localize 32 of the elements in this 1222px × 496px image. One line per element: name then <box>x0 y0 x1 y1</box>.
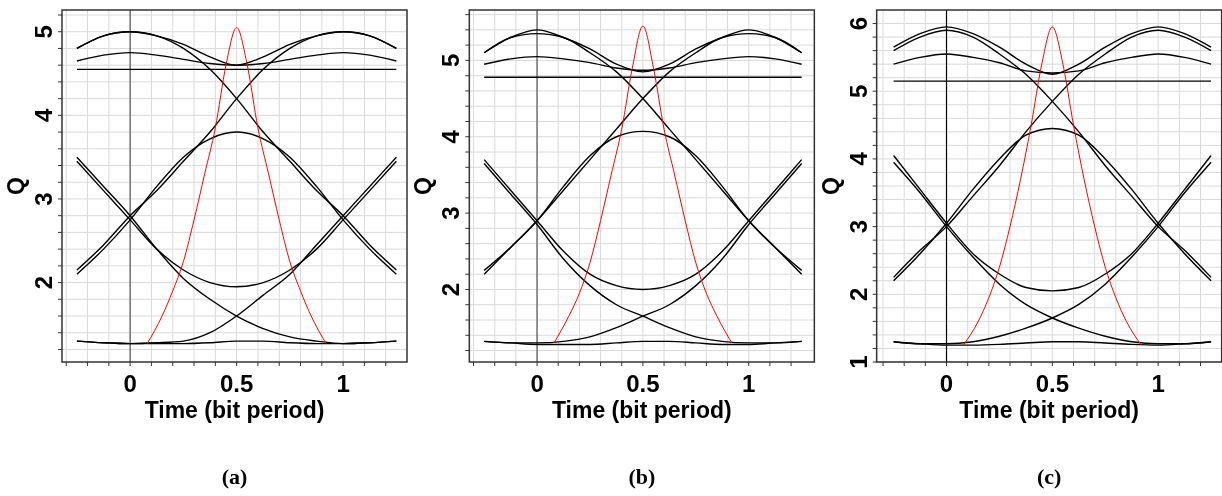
y-tick-label: 3 <box>844 219 872 234</box>
y-tick-label: 5 <box>844 84 872 98</box>
y-tick-label: 6 <box>844 16 872 31</box>
y-tick-label: 5 <box>437 53 465 68</box>
x-tick-label: 0 <box>530 370 544 397</box>
y-tick-label: 4 <box>844 151 872 166</box>
x-axis-title: Time (bit period) <box>144 397 325 423</box>
x-tick-label: 0 <box>939 370 954 397</box>
y-tick-label: 5 <box>30 25 57 39</box>
y-tick-label: 4 <box>437 129 465 144</box>
text: (b) <box>628 464 656 489</box>
x-tick-label: 1 <box>336 370 350 397</box>
x-tick-label: 1 <box>742 370 756 397</box>
y-tick-label: 2 <box>30 275 57 290</box>
y-tick-label: 3 <box>30 192 57 206</box>
y-axis-title: Q <box>3 177 29 195</box>
x-tick-label: 0.5 <box>1035 370 1070 397</box>
text: (c) <box>1036 464 1062 489</box>
y-tick-label: 3 <box>437 206 465 220</box>
x-tick-label: 0.5 <box>626 370 660 397</box>
y-tick-label: 1 <box>844 355 872 369</box>
text: (a) <box>221 464 248 489</box>
y-tick-label: 2 <box>844 287 872 301</box>
x-tick-label: 0.5 <box>219 370 254 397</box>
y-axis-title: Q <box>410 177 437 195</box>
x-tick-label: 0 <box>123 370 137 397</box>
y-tick-label: 2 <box>437 282 465 297</box>
x-axis-title: Time (bit period) <box>551 397 732 423</box>
x-tick-label: 1 <box>1151 370 1165 397</box>
y-tick-label: 4 <box>30 108 57 123</box>
x-axis-title: Time (bit period) <box>959 397 1140 423</box>
y-axis-title: Q <box>817 177 844 195</box>
